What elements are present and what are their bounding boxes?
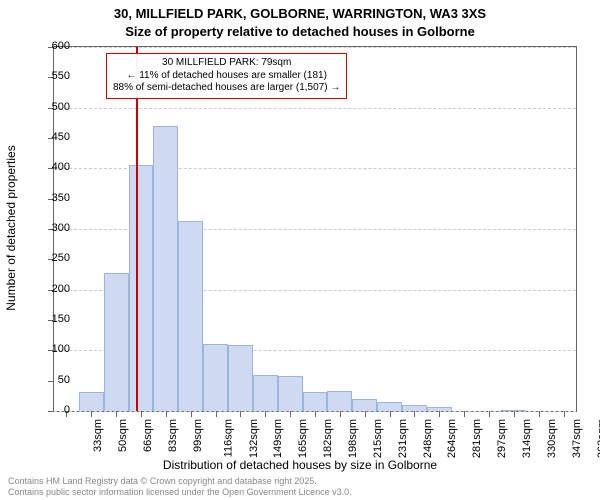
x-tick [564, 411, 565, 417]
x-tick-label: 99sqm [192, 419, 204, 452]
y-tick-label: 450 [52, 131, 70, 143]
x-tick [191, 411, 192, 417]
x-tick-label: 149sqm [273, 419, 285, 458]
y-tick-label: 400 [52, 161, 70, 173]
x-tick-label: 33sqm [92, 419, 104, 452]
bar [178, 221, 203, 411]
x-tick-label: 248sqm [422, 419, 434, 458]
y-axis-label: Number of detached properties [4, 145, 18, 310]
x-tick [340, 411, 341, 417]
x-tick [315, 411, 316, 417]
chart-container: 30, MILLFIELD PARK, GOLBORNE, WARRINGTON… [0, 0, 600, 500]
x-tick [91, 411, 92, 417]
x-tick [514, 411, 515, 417]
x-axis-label: Distribution of detached houses by size … [0, 458, 600, 472]
x-tick-label: 132sqm [248, 419, 260, 458]
x-tick-label: 281sqm [471, 419, 483, 458]
bar [79, 392, 104, 411]
x-tick-label: 182sqm [322, 419, 334, 458]
x-tick-label: 50sqm [117, 419, 129, 452]
x-tick [439, 411, 440, 417]
bar [352, 399, 377, 411]
y-tick [48, 381, 54, 382]
x-tick-label: 66sqm [142, 419, 154, 452]
footer-line1: Contains HM Land Registry data © Crown c… [8, 476, 352, 487]
plot-area [53, 46, 577, 412]
bar [203, 344, 228, 411]
title-line1: 30, MILLFIELD PARK, GOLBORNE, WARRINGTON… [0, 6, 600, 21]
x-tick-label: 165sqm [297, 419, 309, 458]
x-tick [265, 411, 266, 417]
footer-text: Contains HM Land Registry data © Crown c… [8, 476, 352, 498]
footer-line2: Contains public sector information licen… [8, 487, 352, 498]
x-tick-label: 363sqm [596, 419, 600, 458]
x-tick-label: 116sqm [222, 419, 234, 457]
y-tick [48, 411, 54, 412]
x-tick [166, 411, 167, 417]
x-tick-label: 264sqm [447, 419, 459, 458]
x-tick-label: 314sqm [521, 419, 533, 458]
y-tick-label: 50 [58, 374, 70, 386]
y-tick-label: 550 [52, 70, 70, 82]
y-tick-label: 0 [64, 404, 70, 416]
callout-line3: 88% of semi-detached houses are larger (… [113, 82, 340, 95]
bar [104, 273, 129, 411]
x-tick-label: 231sqm [397, 419, 409, 458]
y-tick-label: 300 [52, 222, 70, 234]
bar [327, 391, 352, 411]
y-tick-label: 350 [52, 192, 70, 204]
x-tick [414, 411, 415, 417]
x-tick-label: 297sqm [496, 419, 508, 458]
x-tick [390, 411, 391, 417]
x-tick [290, 411, 291, 417]
x-tick-label: 83sqm [167, 419, 179, 452]
x-tick-label: 330sqm [546, 419, 558, 458]
y-gridline [54, 108, 576, 109]
callout-line1: 30 MILLFIELD PARK: 79sqm [113, 57, 340, 70]
x-tick [365, 411, 366, 417]
bar [129, 165, 154, 411]
bar [377, 402, 402, 411]
x-tick [539, 411, 540, 417]
y-tick-label: 600 [52, 40, 70, 52]
x-tick [464, 411, 465, 417]
callout-box: 30 MILLFIELD PARK: 79sqm ← 11% of detach… [106, 53, 347, 99]
bar [303, 392, 328, 411]
title-line2: Size of property relative to detached ho… [0, 24, 600, 39]
y-tick-label: 200 [52, 283, 70, 295]
y-tick-label: 100 [52, 343, 70, 355]
bar [228, 345, 253, 411]
reference-line [136, 47, 138, 411]
x-tick [489, 411, 490, 417]
callout-line2: ← 11% of detached houses are smaller (18… [113, 70, 340, 83]
y-tick-label: 150 [52, 313, 70, 325]
bar [253, 375, 278, 411]
bar [153, 126, 178, 411]
x-tick-label: 198sqm [347, 419, 359, 458]
y-tick-label: 500 [52, 101, 70, 113]
x-tick-label: 215sqm [372, 419, 384, 458]
bar [278, 376, 303, 411]
x-tick [116, 411, 117, 417]
x-tick [240, 411, 241, 417]
y-gridline [54, 47, 576, 48]
x-tick-label: 347sqm [571, 419, 583, 458]
x-tick [141, 411, 142, 417]
y-tick-label: 250 [52, 252, 70, 264]
x-tick [216, 411, 217, 417]
